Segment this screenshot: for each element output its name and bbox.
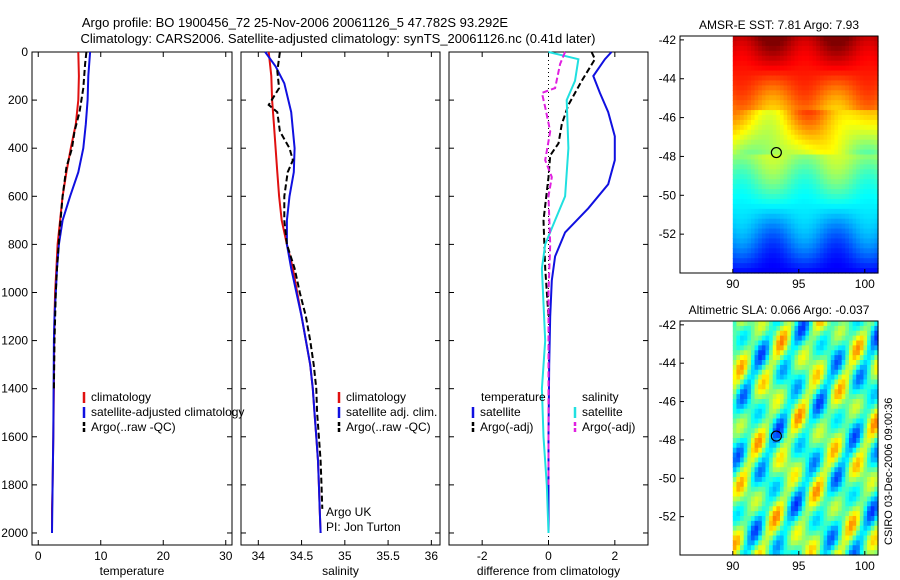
series-line-argo-raw-qc- xyxy=(52,51,88,389)
x-tick-label-salinity: 35 xyxy=(338,549,352,563)
y-tick-label: 800 xyxy=(8,237,28,251)
map-x-tick-label: 95 xyxy=(792,277,806,291)
map-x-tick-label: 100 xyxy=(855,277,875,291)
map-title-sla-map: Altimetric SLA: 0.066 Argo: -0.037 xyxy=(689,303,870,317)
argo-location-marker xyxy=(770,430,782,442)
x-tick-label-difference: -2 xyxy=(477,549,488,563)
map-y-tick-label: -42 xyxy=(659,33,677,47)
x-tick-label-salinity: 36 xyxy=(425,549,439,563)
map-frame-sla-map xyxy=(679,320,879,556)
series-line-satellite-adjusted-climatology xyxy=(51,51,92,534)
x-axis-label-difference: difference from climatology xyxy=(477,564,620,578)
map-y-tick-label: -46 xyxy=(659,395,677,409)
legend-label: climatology xyxy=(346,390,406,404)
map-title-sst-map: AMSR-E SST: 7.81 Argo: 7.93 xyxy=(699,18,859,32)
legend-title-salinity: salinity xyxy=(582,390,619,404)
y-tick-label: 1800 xyxy=(1,478,28,492)
y-tick-label: 0 xyxy=(21,45,28,59)
legend-label: Argo(-adj) xyxy=(582,420,635,434)
heatmap-sla-map xyxy=(732,321,879,556)
series-line-temperature-argo-adj- xyxy=(542,51,597,317)
map-y-tick-label: -44 xyxy=(659,356,677,370)
legend-label: Argo(..raw -QC) xyxy=(91,420,176,434)
y-tick-label: 600 xyxy=(8,189,28,203)
plot-frame-temperature xyxy=(31,51,233,546)
map-y-tick-label: -50 xyxy=(659,471,677,485)
map-frame-sst-map xyxy=(679,35,879,274)
map-y-tick-label: -46 xyxy=(659,111,677,125)
legend-label: Argo(-adj) xyxy=(480,420,533,434)
x-tick-label-temperature: 10 xyxy=(94,549,108,563)
x-tick-label-difference: 0 xyxy=(545,549,552,563)
figure-title-line1: Argo profile: BO 1900456_72 25-Nov-2006 … xyxy=(82,15,509,30)
map-y-tick-label: -48 xyxy=(659,433,677,447)
map-x-tick-label: 90 xyxy=(726,559,740,573)
y-tick-label: 1400 xyxy=(1,382,28,396)
legend-title-temperature: temperature xyxy=(481,390,546,404)
x-tick-label-salinity: 35.5 xyxy=(376,549,400,563)
legend-label: Argo(..raw -QC) xyxy=(346,420,431,434)
x-tick-label-temperature: 20 xyxy=(157,549,171,563)
annotation-argo-uk: Argo UK xyxy=(326,505,371,519)
heatmap-sst-map xyxy=(732,36,879,274)
map-y-tick-label: -44 xyxy=(659,72,677,86)
x-tick-label-temperature: 30 xyxy=(219,549,233,563)
x-tick-label-temperature: 0 xyxy=(35,549,42,563)
legend-label: satellite-adjusted climatology xyxy=(91,405,244,419)
y-tick-label: 2000 xyxy=(1,526,28,540)
x-axis-label-salinity: salinity xyxy=(322,564,359,578)
y-tick-label: 1000 xyxy=(1,285,28,299)
map-y-tick-label: -52 xyxy=(659,510,677,524)
y-tick-label: 1200 xyxy=(1,334,28,348)
x-tick-label-difference: 2 xyxy=(611,549,618,563)
map-x-tick-label: 90 xyxy=(726,277,740,291)
y-tick-label: 200 xyxy=(8,93,28,107)
series-line-argo-raw-qc- xyxy=(267,51,324,509)
series-line-climatology xyxy=(267,51,322,534)
map-y-tick-label: -52 xyxy=(659,227,677,241)
series-line-salinity-argo-adj- xyxy=(540,51,567,485)
legend-label: satellite xyxy=(582,405,623,419)
map-y-tick-label: -50 xyxy=(659,188,677,202)
legend-label: satellite xyxy=(480,405,521,419)
x-tick-label-salinity: 34.5 xyxy=(290,549,314,563)
legend-label: satellite adj. clim. xyxy=(346,405,437,419)
y-tick-label: 400 xyxy=(8,141,28,155)
map-y-tick-label: -48 xyxy=(659,149,677,163)
side-timestamp: CSIRO 03-Dec-2006 09:00:36 xyxy=(883,398,895,545)
annotation-pi: PI: Jon Turton xyxy=(326,520,401,534)
legend-label: climatology xyxy=(91,390,151,404)
argo-location-marker xyxy=(770,146,782,159)
series-line-temperature-satellite xyxy=(547,51,616,533)
map-x-tick-label: 95 xyxy=(792,559,806,573)
map-x-tick-label: 100 xyxy=(855,559,875,573)
x-axis-label-temperature: temperature xyxy=(100,564,165,578)
plot-frame-salinity xyxy=(240,51,441,546)
series-line-satellite-adj-clim- xyxy=(264,51,322,534)
figure-title-line2: Climatology: CARS2006. Satellite-adjuste… xyxy=(81,31,596,46)
x-tick-label-salinity: 34 xyxy=(252,549,266,563)
y-tick-label: 1600 xyxy=(1,430,28,444)
map-y-tick-label: -42 xyxy=(659,318,677,332)
